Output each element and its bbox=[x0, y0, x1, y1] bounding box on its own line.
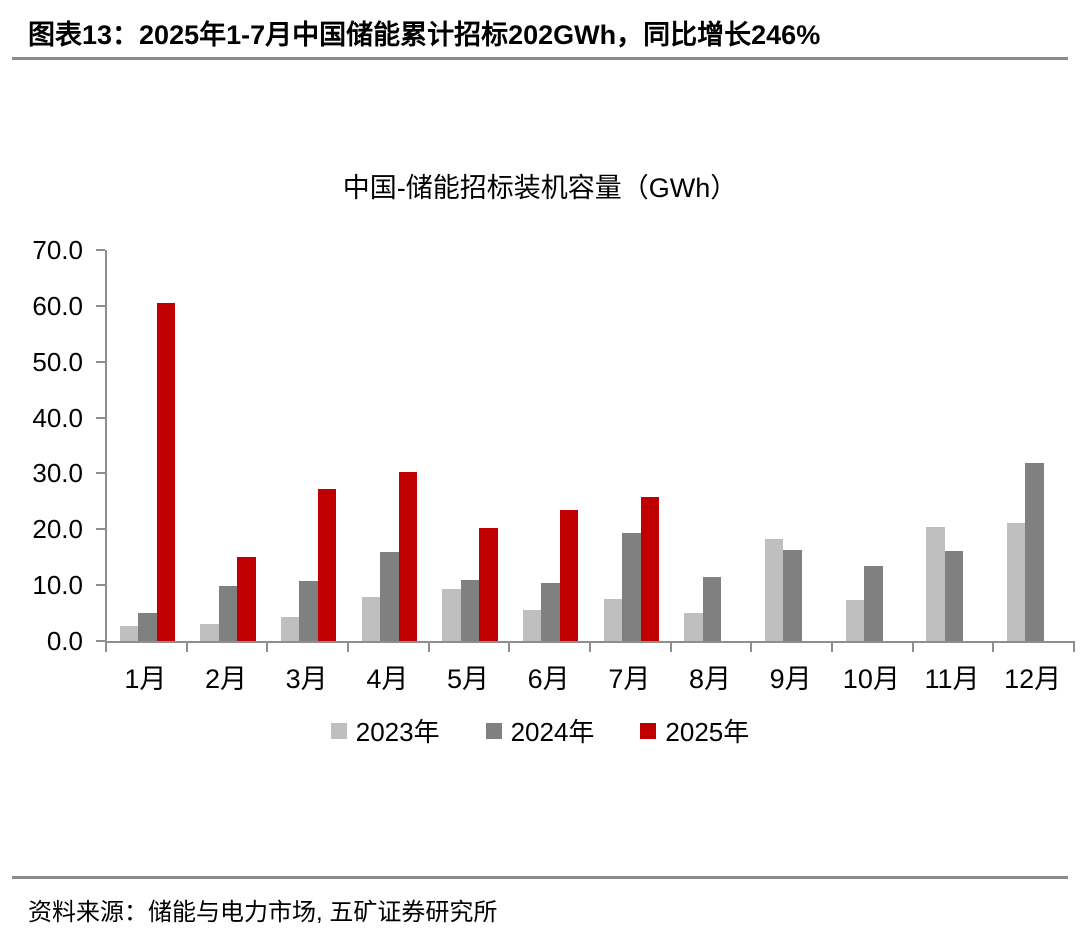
x-tick bbox=[185, 643, 188, 652]
bar-2023年-9月 bbox=[765, 538, 784, 641]
x-tick bbox=[508, 643, 511, 652]
bar-2023年-7月 bbox=[603, 599, 623, 641]
x-tick-label: 4月 bbox=[366, 664, 409, 694]
bar-2023年-12月 bbox=[1007, 522, 1026, 641]
x-tick-label: 9月 bbox=[769, 664, 812, 694]
bar-2025年-5月 bbox=[479, 528, 498, 641]
bar-2023年-5月 bbox=[442, 588, 461, 641]
x-tick bbox=[266, 643, 269, 652]
x-tick-label: 3月 bbox=[285, 664, 328, 694]
bar-2023年-10月 bbox=[845, 599, 865, 641]
x-tick-label: 8月 bbox=[688, 664, 731, 694]
legend-swatch-2023年 bbox=[330, 722, 347, 739]
x-tick-label: 1月 bbox=[124, 664, 167, 694]
x-tick-label: 11月 bbox=[924, 664, 980, 694]
legend-item: 2024年 bbox=[485, 712, 595, 749]
plot-area bbox=[105, 250, 1075, 643]
bar-2024年-6月 bbox=[541, 583, 560, 641]
legend-label: 2024年 bbox=[510, 717, 595, 747]
bar-2024年-3月 bbox=[299, 581, 318, 641]
y-tick-label: 60.0 bbox=[32, 290, 83, 321]
legend-swatch-2024年 bbox=[485, 722, 502, 739]
bar-2024年-11月 bbox=[944, 551, 964, 641]
x-axis: 1月 2月 3月 4月 5月 6月 7月 8月 9月 10月 11月 12月 bbox=[105, 643, 1077, 703]
y-tick bbox=[96, 249, 105, 251]
bar-2023年-11月 bbox=[926, 526, 945, 641]
bar-2025年-4月 bbox=[398, 472, 417, 641]
bar-2024年-4月 bbox=[380, 551, 399, 641]
x-tick-label: 6月 bbox=[527, 664, 570, 694]
y-tick bbox=[96, 304, 105, 307]
x-tick bbox=[347, 643, 349, 652]
legend-label: 2025年 bbox=[665, 717, 750, 747]
bar-2023年-4月 bbox=[361, 596, 381, 641]
x-tick bbox=[831, 643, 833, 652]
bar-2025年-1月 bbox=[156, 302, 175, 641]
bar-2024年-9月 bbox=[783, 549, 802, 641]
legend-item: 2023年 bbox=[330, 712, 440, 749]
x-tick bbox=[1073, 643, 1075, 652]
y-tick bbox=[96, 640, 105, 642]
x-tick bbox=[589, 643, 591, 652]
y-tick bbox=[96, 584, 105, 587]
legend-item: 2025年 bbox=[640, 712, 749, 749]
x-tick-label: 12月 bbox=[1004, 664, 1062, 694]
y-tick-label: 30.0 bbox=[32, 458, 83, 489]
bar-2023年-8月 bbox=[684, 613, 703, 641]
bar-2025年-3月 bbox=[317, 489, 337, 641]
bar-2024年-1月 bbox=[138, 612, 157, 641]
bar-2023年-2月 bbox=[200, 623, 219, 641]
x-tick-label: 7月 bbox=[608, 664, 651, 694]
x-tick bbox=[911, 643, 914, 652]
y-tick-label: 40.0 bbox=[32, 402, 83, 433]
bar-2023年-1月 bbox=[119, 626, 139, 641]
bar-2024年-7月 bbox=[622, 532, 641, 641]
y-tick-label: 20.0 bbox=[32, 514, 83, 545]
figure-title: 图表13：2025年1-7月中国储能累计招标202GWh，同比增长246% bbox=[28, 20, 821, 50]
y-tick-label: 70.0 bbox=[32, 235, 83, 265]
x-tick bbox=[992, 643, 995, 652]
y-tick bbox=[96, 528, 105, 531]
bar-2024年-8月 bbox=[702, 577, 722, 641]
bar-2025年-7月 bbox=[640, 496, 659, 641]
footer-divider bbox=[12, 876, 1068, 879]
bar-2025年-6月 bbox=[559, 509, 579, 641]
bar-2024年-12月 bbox=[1025, 463, 1044, 641]
y-tick bbox=[96, 360, 105, 363]
y-tick-label: 50.0 bbox=[32, 346, 83, 377]
source-note: 资料来源：储能与电力市场, 五矿证券研究所 bbox=[28, 899, 498, 926]
bar-2023年-3月 bbox=[281, 616, 300, 641]
bar-2024年-10月 bbox=[864, 565, 883, 641]
bar-2024年-2月 bbox=[218, 585, 238, 641]
legend-label: 2023年 bbox=[355, 717, 440, 747]
bar-2023年-6月 bbox=[523, 610, 542, 641]
x-tick-label: 10月 bbox=[842, 664, 900, 694]
x-tick bbox=[669, 643, 672, 652]
y-tick-label: 10.0 bbox=[32, 570, 83, 601]
x-tick-label: 2月 bbox=[204, 664, 247, 694]
x-tick-label: 5月 bbox=[446, 664, 489, 694]
bar-2024年-5月 bbox=[460, 579, 480, 641]
legend: 2023年 2024年 2025年 bbox=[0, 712, 1080, 749]
x-tick bbox=[427, 643, 430, 652]
title-divider bbox=[12, 57, 1068, 60]
bar-2025年-2月 bbox=[237, 557, 256, 641]
legend-swatch-2025年 bbox=[640, 722, 657, 739]
y-axis: 70.0 60.0 50.0 40.0 30.0 20.0 10.0 0.0 bbox=[0, 235, 105, 656]
y-tick bbox=[96, 416, 105, 419]
y-tick bbox=[96, 472, 105, 475]
x-tick bbox=[105, 643, 107, 652]
x-tick bbox=[750, 643, 753, 652]
y-tick-label: 0.0 bbox=[46, 626, 83, 656]
chart-title: 中国-储能招标装机容量（GWh） bbox=[342, 173, 738, 203]
